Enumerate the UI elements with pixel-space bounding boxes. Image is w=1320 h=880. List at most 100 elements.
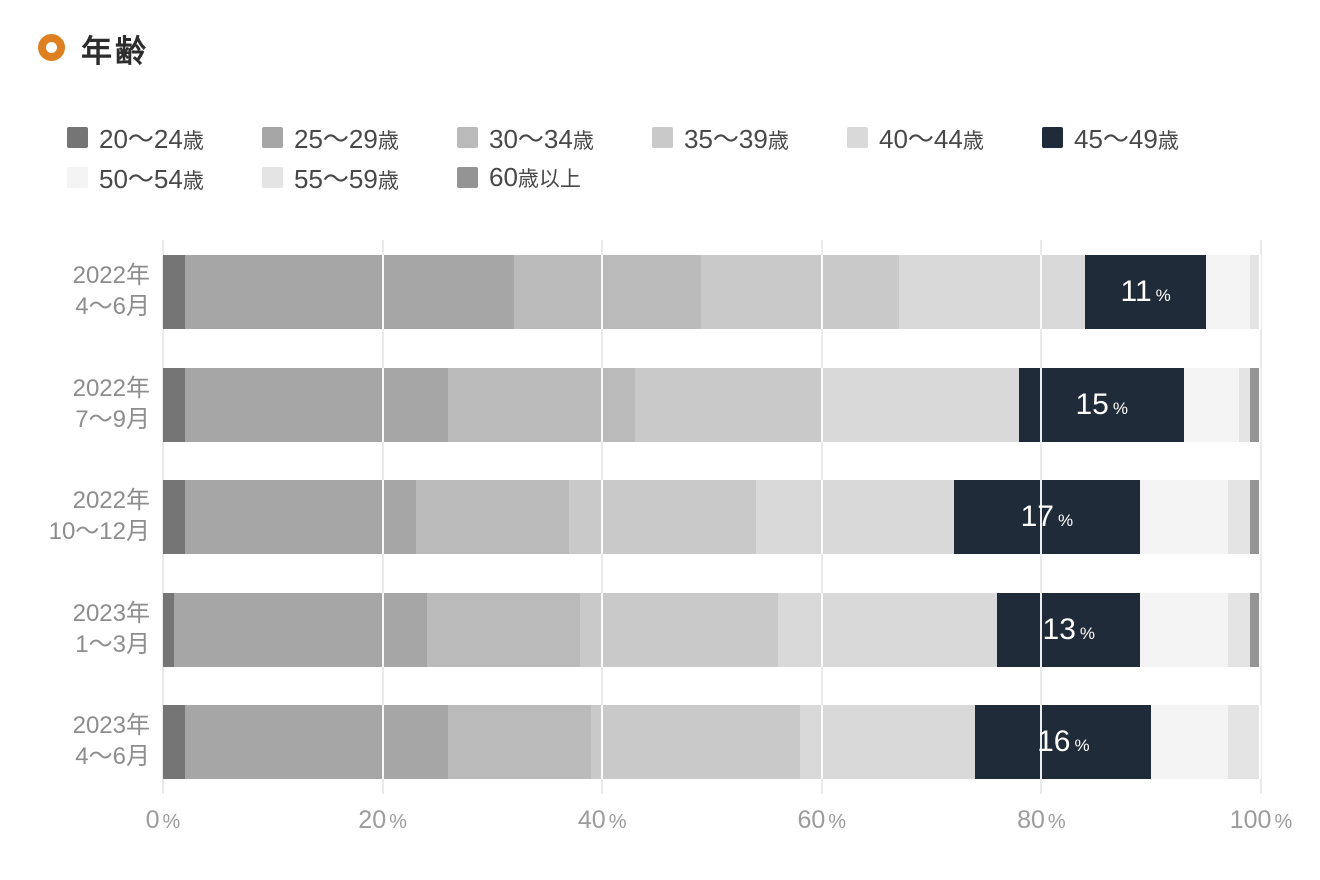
bar-tick [381, 592, 384, 667]
legend-label: 40〜44歳 [879, 123, 984, 154]
bar-segment [1140, 592, 1228, 667]
legend-swatch [1042, 126, 1063, 148]
legend-label: 60歳以上 [489, 161, 581, 192]
bar-segment [1249, 255, 1261, 329]
bar-segment [163, 367, 185, 442]
bar-segment [184, 705, 449, 779]
bar-segment [1228, 480, 1250, 554]
category-label: 2022年 10〜12月 [48, 487, 150, 545]
x-axis-label: 100% [1229, 806, 1293, 834]
section-title: 年齢 [81, 34, 149, 69]
bar-segment [635, 367, 822, 442]
bar-segment: 15% [1019, 367, 1185, 442]
bar-segment [1249, 480, 1261, 554]
legend-label: 55〜59歳 [294, 163, 399, 194]
bar-tick [1259, 592, 1261, 667]
x-axis-label: 60% [797, 806, 847, 834]
x-axis-label: 40% [577, 806, 627, 834]
stacked-bar-chart: 11% 15% 17% 13% 16% [162, 240, 1262, 794]
legend-swatch [262, 166, 283, 188]
legend-label: 35〜39歳 [684, 123, 789, 154]
bar-segment [173, 592, 427, 667]
bar-tick [381, 255, 384, 329]
bar-row: 16% [163, 705, 1261, 779]
bar-row: 17% [163, 480, 1261, 554]
legend-row: 20〜24歳 25〜29歳 30〜34歳 35〜39歳 40〜44歳 45〜49歳 [67, 117, 1267, 157]
bar-segment [1140, 480, 1229, 554]
bar-segment [1206, 255, 1250, 329]
bullet-ring-icon [38, 34, 65, 61]
bar-segment [1228, 592, 1250, 667]
category-label: 2023年 4〜6月 [72, 712, 150, 770]
bar-segment [591, 705, 800, 779]
bar-tick [601, 480, 604, 554]
legend-item: 55〜59歳 [262, 159, 457, 196]
bar-segment [580, 592, 778, 667]
bar-segment [898, 255, 1086, 329]
category-label: 2022年 7〜9月 [72, 374, 150, 433]
bar-segment: 13% [997, 592, 1141, 667]
bar-segment [755, 480, 954, 554]
legend-item: 30〜34歳 [457, 119, 652, 156]
legend-swatch [457, 126, 478, 148]
bar-tick [1040, 255, 1043, 329]
bar-tick [1040, 592, 1043, 667]
value-label: 17% [1020, 500, 1074, 533]
x-axis-label: 0% [145, 806, 181, 834]
bar-segment [799, 705, 976, 779]
bar-segment [1228, 705, 1261, 779]
legend-label: 30〜34歳 [489, 123, 594, 154]
bar-tick [381, 705, 384, 779]
bar-segment [777, 592, 998, 667]
legend-item: 20〜24歳 [67, 119, 262, 156]
bar-segment [1151, 705, 1229, 779]
bar-segment [448, 705, 592, 779]
legend-item: 60歳以上 [457, 162, 581, 193]
bar-tick [820, 255, 823, 329]
bar-tick [1259, 480, 1261, 554]
bar-segment: 17% [953, 480, 1141, 554]
category-label: 2022年 4〜6月 [72, 262, 150, 320]
legend-label: 50〜54歳 [99, 163, 204, 194]
bar-segment [163, 592, 174, 667]
bar-row: 15% [163, 367, 1261, 442]
bar-tick [820, 592, 823, 667]
bar-segment [1249, 592, 1261, 667]
bar-tick [1259, 367, 1261, 442]
legend-label: 25〜29歳 [294, 123, 399, 154]
legend-label: 20〜24歳 [99, 123, 204, 154]
value-label: 13% [1042, 612, 1096, 646]
bar-tick [1259, 705, 1261, 779]
bar-segment: 11% [1085, 255, 1207, 329]
value-label: 16% [1037, 725, 1090, 758]
bar-segment [163, 705, 185, 779]
chart-legend: 20〜24歳 25〜29歳 30〜34歳 35〜39歳 40〜44歳 45〜49歳 50〜5… [67, 117, 1267, 197]
bar-segment [821, 367, 1020, 442]
legend-swatch [652, 126, 673, 148]
bar-tick [601, 592, 604, 667]
legend-item: 45〜49歳 [1042, 119, 1179, 156]
legend-swatch [262, 126, 283, 148]
bar-segment [426, 592, 581, 667]
bar-segment [1249, 367, 1261, 442]
bar-tick [381, 480, 384, 554]
legend-item: 35〜39歳 [652, 119, 847, 156]
bar-tick [1040, 705, 1043, 779]
bar-segment [163, 480, 185, 554]
bar-segment [415, 480, 570, 554]
bar-segment [184, 367, 449, 442]
legend-swatch [67, 126, 88, 148]
bar-tick [820, 705, 823, 779]
legend-swatch [67, 166, 88, 188]
bar-segment [569, 480, 756, 554]
bar-tick [601, 255, 604, 329]
legend-swatch [457, 166, 478, 188]
legend-row: 50〜54歳 55〜59歳 60歳以上 [67, 157, 1267, 197]
category-label: 2023年 1〜3月 [72, 599, 150, 658]
x-axis-label: 80% [1017, 806, 1066, 834]
legend-item: 25〜29歳 [262, 119, 457, 156]
bar-segment [1238, 367, 1250, 442]
bar-tick [820, 480, 823, 554]
bar-tick [1259, 255, 1261, 329]
